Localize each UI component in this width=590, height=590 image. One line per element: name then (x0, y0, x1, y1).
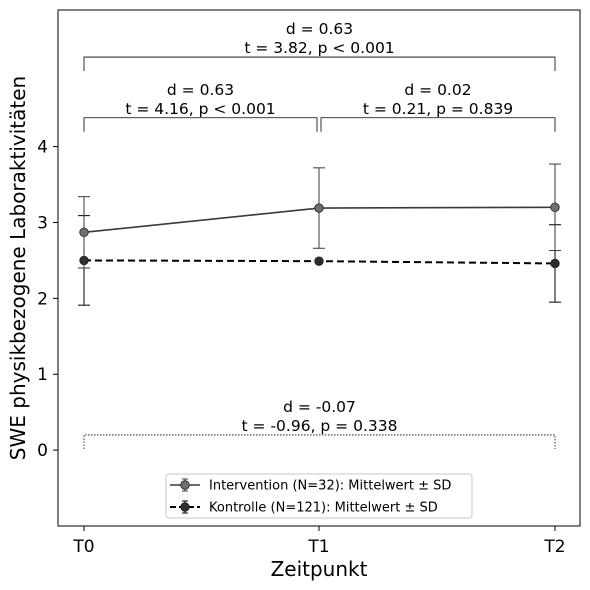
data-point (79, 227, 89, 238)
y-tick-label: 0 (37, 441, 48, 461)
legend-entry: Kontrolle (N=121): Mittelwert ± SD (170, 500, 438, 516)
effect-size-label: d = -0.07 (283, 398, 356, 416)
legend-marker-swatch (180, 502, 190, 512)
series-layer (78, 163, 561, 306)
data-point (550, 258, 560, 269)
x-tick-label: T1 (307, 537, 329, 557)
y-tick-label: 2 (37, 289, 48, 309)
effect-size-label: d = 0.02 (404, 81, 471, 99)
data-point (314, 256, 324, 266)
test-statistic-label: t = -0.96, p = 0.338 (242, 417, 398, 435)
effect-size-label: d = 0.63 (167, 81, 234, 99)
axes-layer: 0 1 2 3 4 T0 T1 T2 Zeitpunkt SWE physikbezogene L… (6, 9, 581, 581)
bracket-line (83, 117, 318, 132)
y-tick-label: 1 (37, 365, 48, 385)
y-tick-label: 4 (37, 138, 48, 158)
series-intervention (78, 163, 561, 269)
significance-bracket: d = 0.63t = 3.82, p < 0.001 (83, 20, 556, 72)
significance-bracket: d = 0.02t = 0.21, p = 0.839 (320, 81, 556, 132)
test-statistic-label: t = 4.16, p < 0.001 (125, 100, 275, 118)
x-tick-label: T2 (543, 537, 565, 557)
legend: Intervention (N=32): Mittelwert ± SD Kont… (165, 473, 473, 519)
bracket-line (83, 434, 556, 449)
test-statistic-label: t = 3.82, p < 0.001 (244, 39, 394, 57)
effect-size-label: d = 0.63 (286, 20, 353, 38)
significance-bracket: d = -0.07t = -0.96, p = 0.338 (83, 398, 556, 449)
y-axis-label: SWE physikbezogene Laboraktivitäten (6, 76, 30, 460)
legend-marker-swatch (180, 480, 190, 490)
x-tick-label: T0 (72, 537, 94, 557)
legend-label: Intervention (N=32): Mittelwert ± SD (209, 479, 451, 494)
legend-label: Kontrolle (N=121): Mittelwert ± SD (209, 501, 438, 516)
legend-entry: Intervention (N=32): Mittelwert ± SD (170, 478, 451, 494)
data-point (550, 202, 560, 212)
bracket-line (83, 56, 556, 72)
x-axis-label: Zeitpunkt (271, 557, 368, 581)
y-tick-label: 3 (37, 213, 48, 233)
significance-bracket: d = 0.63t = 4.16, p < 0.001 (83, 81, 318, 132)
legend-box (165, 473, 473, 519)
bracket-line (320, 117, 556, 132)
test-statistic-label: t = 0.21, p = 0.839 (363, 100, 513, 118)
data-point (314, 203, 324, 213)
